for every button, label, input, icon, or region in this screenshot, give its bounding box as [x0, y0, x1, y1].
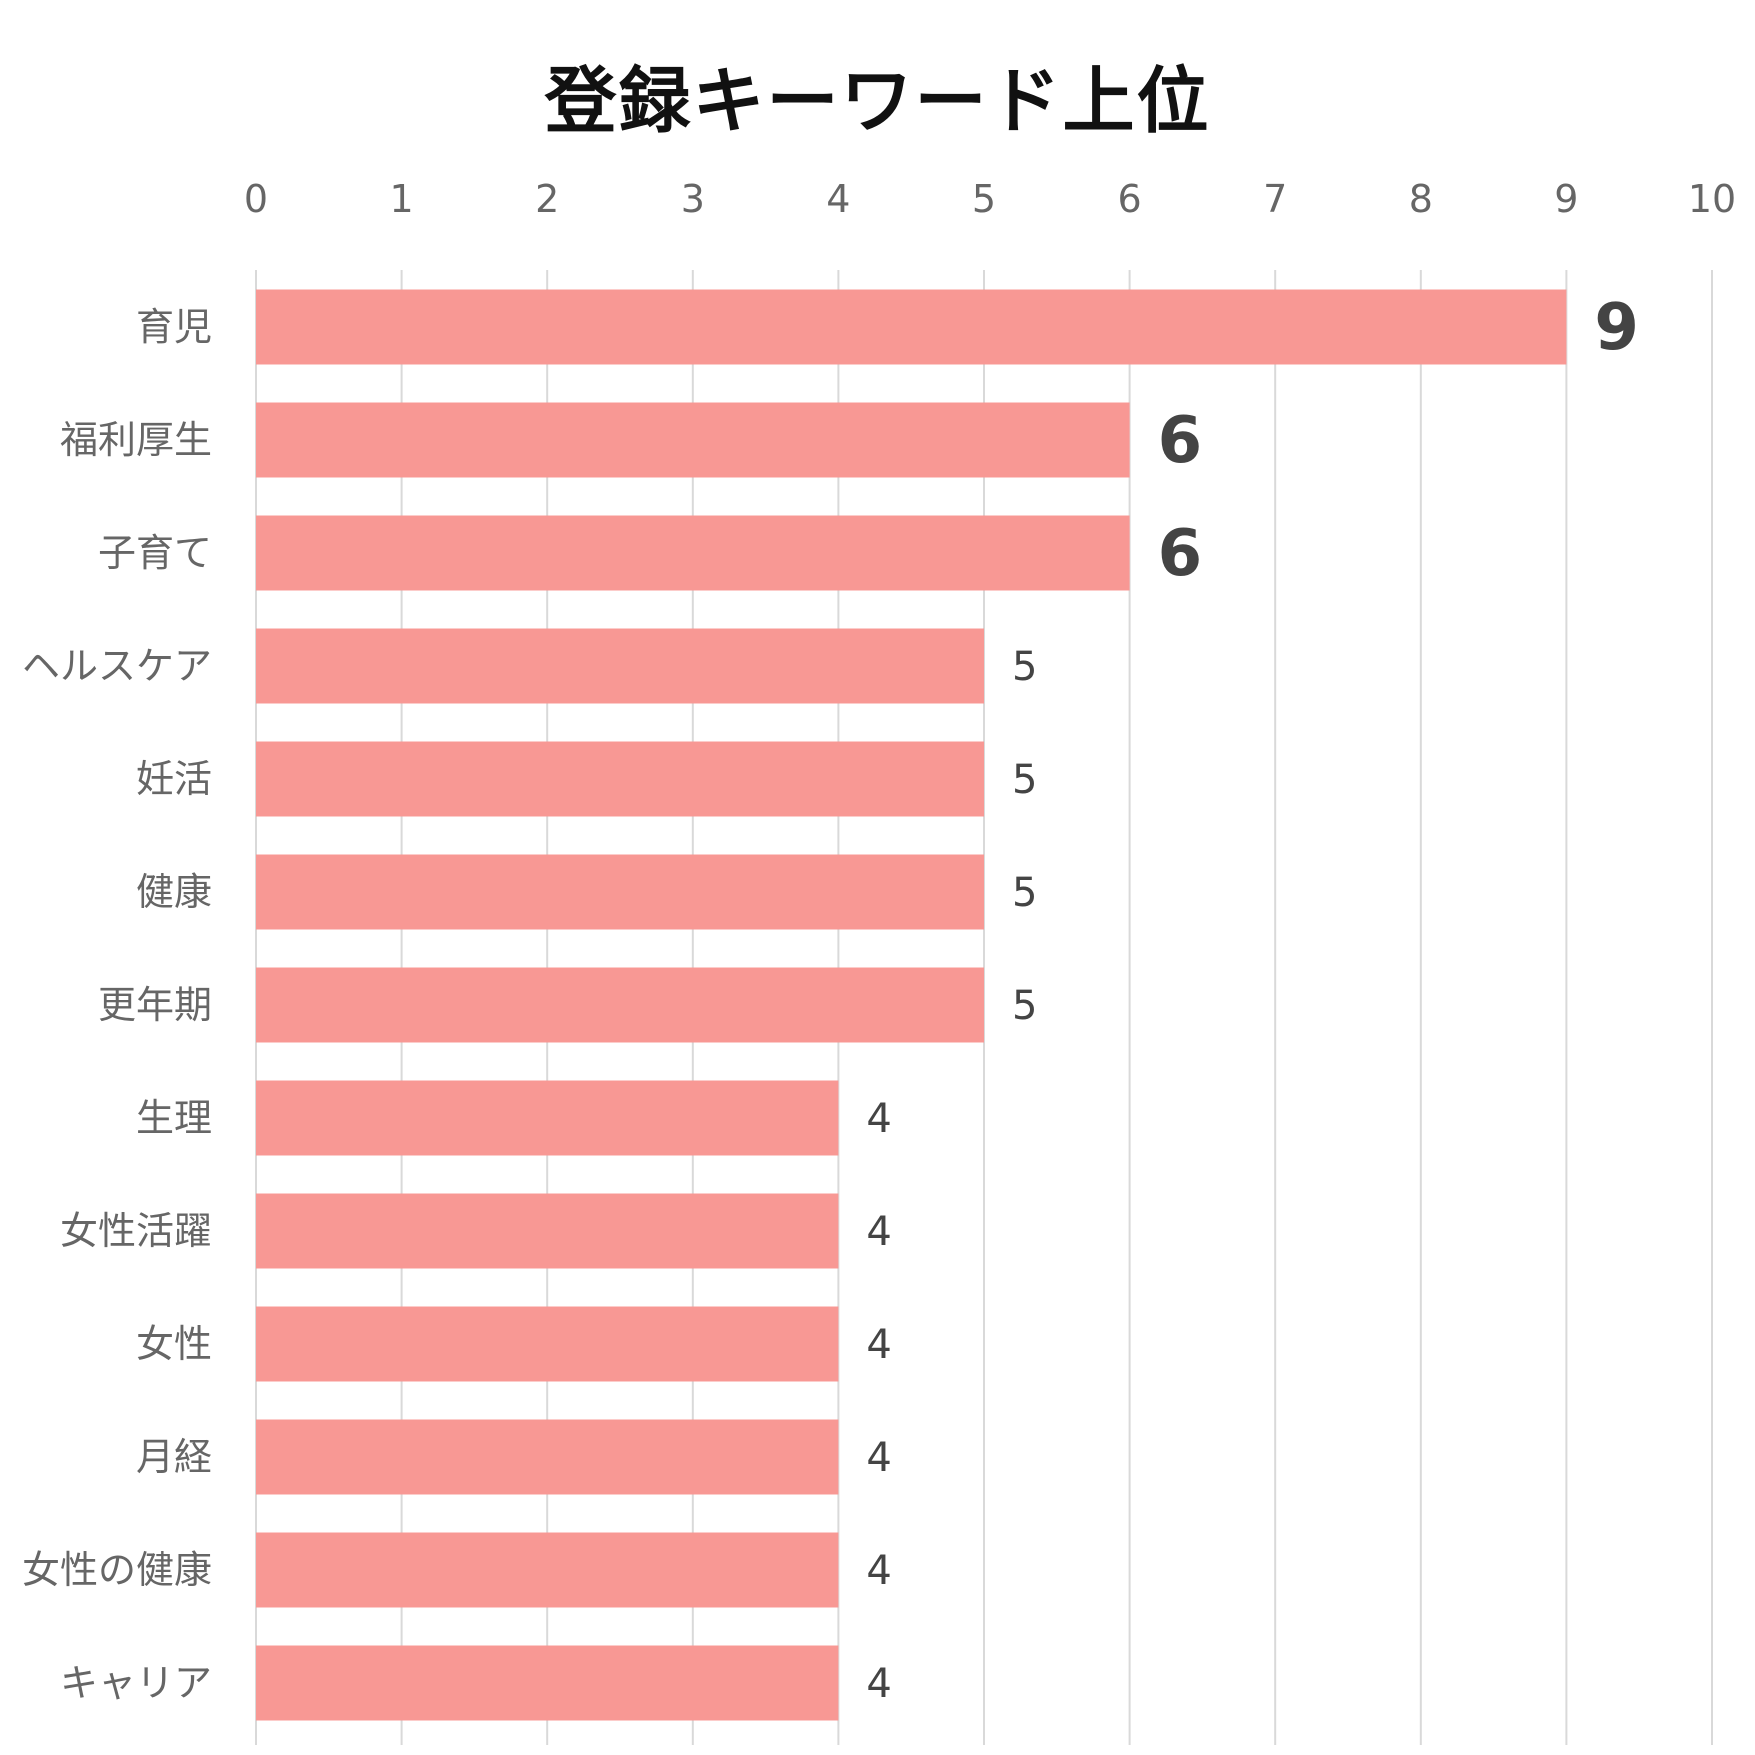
x-tick-label: 10: [1688, 177, 1736, 221]
bar: [256, 402, 1130, 478]
x-tick-label: 3: [681, 177, 705, 221]
data-label: 9: [1594, 291, 1639, 365]
data-label: 4: [866, 1435, 891, 1481]
category-label: 女性: [136, 1322, 212, 1366]
x-tick-label: 9: [1554, 177, 1578, 221]
bar: [256, 1532, 839, 1608]
category-label: 子育て: [98, 531, 212, 575]
bar: [256, 741, 984, 817]
data-label: 4: [866, 1096, 891, 1142]
x-tick-label: 6: [1118, 177, 1142, 221]
category-label: 更年期: [98, 983, 212, 1027]
category-label: 女性活躍: [60, 1209, 212, 1253]
data-label: 6: [1158, 404, 1203, 478]
data-label: 5: [1012, 644, 1037, 690]
x-tick-label: 4: [826, 177, 850, 221]
bar: [256, 854, 984, 930]
bar: [256, 967, 984, 1043]
bar: [256, 1419, 839, 1495]
category-label: 月経: [136, 1435, 212, 1479]
chart-title: 登録キーワード上位: [544, 59, 1211, 143]
category-label: ヘルスケア: [22, 644, 212, 688]
bar: [256, 289, 1567, 365]
data-label: 5: [1012, 757, 1037, 803]
bar: [256, 1645, 839, 1721]
data-label: 5: [1012, 870, 1037, 916]
category-label: 妊活: [136, 757, 212, 801]
x-tick-label: 2: [535, 177, 559, 221]
bar: [256, 1080, 839, 1156]
category-label: キャリア: [60, 1661, 212, 1705]
category-label: 女性の健康: [22, 1548, 212, 1592]
category-label: 健康: [136, 870, 212, 914]
x-tick-label: 1: [390, 177, 414, 221]
bar: [256, 628, 984, 704]
data-label: 4: [866, 1548, 891, 1594]
data-label: 6: [1158, 517, 1203, 591]
x-tick-label: 7: [1263, 177, 1287, 221]
x-tick-label: 8: [1409, 177, 1433, 221]
data-label: 4: [866, 1322, 891, 1368]
data-label: 4: [866, 1661, 891, 1707]
category-label: 福利厚生: [60, 418, 212, 462]
category-label: 生理: [136, 1096, 212, 1140]
bar: [256, 1306, 839, 1382]
data-label: 4: [866, 1209, 891, 1255]
bar: [256, 515, 1130, 591]
bar: [256, 1193, 839, 1269]
category-label: 育児: [136, 305, 212, 349]
data-label: 5: [1012, 983, 1037, 1029]
x-tick-label: 5: [972, 177, 996, 221]
x-tick-label: 0: [244, 177, 268, 221]
